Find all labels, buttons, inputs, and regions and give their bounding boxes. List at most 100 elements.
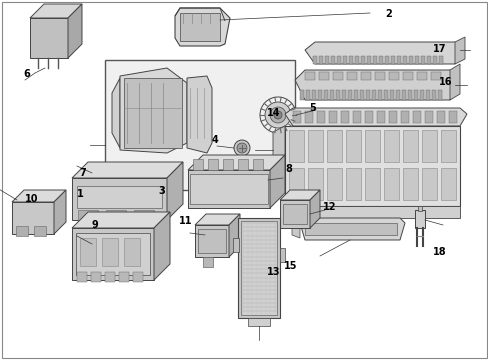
Bar [364, 111, 372, 123]
Bar [238, 218, 280, 318]
Bar [402, 168, 417, 200]
Bar [288, 130, 304, 162]
Text: 5: 5 [309, 103, 316, 113]
Bar [377, 90, 381, 100]
Bar [417, 206, 421, 211]
Bar [198, 229, 225, 253]
Bar [378, 56, 382, 64]
Bar [292, 111, 301, 123]
Polygon shape [269, 155, 285, 208]
Circle shape [269, 107, 285, 123]
Bar [232, 238, 239, 252]
Polygon shape [291, 223, 299, 238]
Polygon shape [272, 126, 285, 173]
Bar [317, 90, 321, 100]
Bar [360, 72, 370, 80]
Circle shape [273, 111, 282, 119]
Text: 6: 6 [23, 69, 30, 79]
Polygon shape [305, 42, 459, 64]
Bar [395, 90, 399, 100]
Bar [436, 111, 444, 123]
Bar [283, 204, 306, 224]
Bar [437, 90, 441, 100]
Bar [412, 111, 420, 123]
Polygon shape [228, 214, 240, 257]
Bar [407, 90, 411, 100]
Bar [389, 90, 393, 100]
Bar [134, 210, 154, 222]
Polygon shape [294, 70, 456, 100]
Bar [424, 111, 432, 123]
Bar [280, 248, 285, 262]
Bar [371, 90, 375, 100]
Circle shape [234, 140, 249, 156]
Bar [402, 130, 417, 162]
Bar [388, 72, 398, 80]
Bar [432, 56, 436, 64]
Polygon shape [54, 190, 66, 234]
Polygon shape [195, 214, 240, 225]
Bar [420, 56, 424, 64]
Bar [374, 72, 384, 80]
Bar [330, 56, 334, 64]
Bar [305, 72, 314, 80]
Bar [285, 206, 459, 218]
Text: 3: 3 [158, 186, 164, 196]
Circle shape [237, 143, 246, 153]
Bar [346, 168, 360, 200]
Bar [360, 56, 364, 64]
Bar [342, 56, 346, 64]
Text: 15: 15 [284, 261, 297, 271]
Text: 14: 14 [266, 108, 280, 118]
Bar [400, 111, 408, 123]
Bar [285, 126, 459, 206]
Text: 11: 11 [179, 216, 192, 226]
Polygon shape [68, 4, 82, 58]
Bar [78, 210, 98, 222]
Polygon shape [299, 218, 404, 240]
Bar [80, 238, 96, 266]
Bar [354, 56, 358, 64]
Polygon shape [280, 200, 309, 228]
Bar [193, 159, 203, 170]
Bar [105, 272, 115, 282]
Bar [372, 56, 376, 64]
Bar [413, 90, 417, 100]
Polygon shape [195, 225, 228, 257]
Text: 13: 13 [266, 267, 280, 277]
Bar [326, 130, 341, 162]
Bar [299, 90, 304, 100]
Bar [305, 223, 396, 235]
Bar [305, 111, 312, 123]
Bar [223, 159, 232, 170]
Bar [328, 111, 336, 123]
Bar [359, 90, 363, 100]
Bar [430, 72, 440, 80]
Bar [347, 90, 351, 100]
Bar [421, 168, 436, 200]
Text: 16: 16 [438, 77, 452, 87]
Bar [383, 90, 387, 100]
Polygon shape [12, 202, 54, 234]
Bar [307, 168, 323, 200]
Polygon shape [72, 162, 183, 178]
Polygon shape [12, 190, 66, 202]
Bar [414, 56, 418, 64]
Bar [324, 90, 327, 100]
Bar [364, 168, 379, 200]
Bar [106, 210, 126, 222]
Polygon shape [167, 162, 183, 220]
Text: 18: 18 [432, 247, 446, 257]
Bar [329, 90, 333, 100]
Bar [426, 56, 430, 64]
Bar [401, 90, 405, 100]
Bar [77, 272, 87, 282]
Text: 9: 9 [92, 220, 99, 230]
Bar [431, 90, 435, 100]
Text: 10: 10 [25, 194, 39, 204]
Text: 2: 2 [385, 9, 391, 19]
Bar [325, 56, 328, 64]
Bar [307, 130, 323, 162]
Text: 17: 17 [432, 44, 446, 54]
Bar [419, 90, 423, 100]
